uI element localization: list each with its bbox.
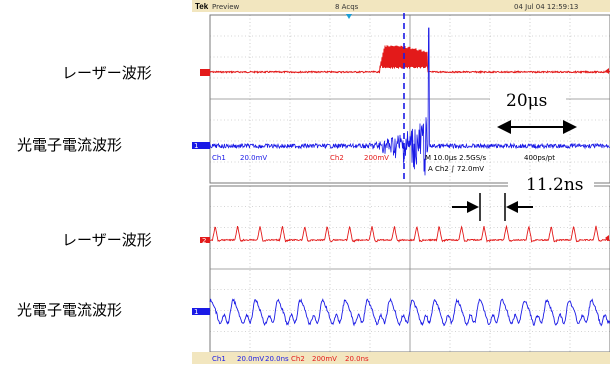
bottom-readout-ch2-time: 20.0ns bbox=[345, 355, 369, 363]
top-readout-record: 400ps/pt bbox=[524, 154, 555, 162]
duration-label-bg bbox=[490, 90, 566, 110]
bottom-ch2-marker-label: 2 bbox=[202, 237, 206, 245]
top-readout-ch1-scale: 20.0mV bbox=[240, 154, 267, 162]
top-right-marker bbox=[605, 68, 609, 74]
label-bottom-laser: レーザー波形 bbox=[62, 231, 152, 249]
period-label: 11.2ns bbox=[526, 175, 584, 195]
bottom-readout-ch2: Ch2 bbox=[291, 355, 305, 363]
top-readout-timebase: M 10.0µs 2.5GS/s bbox=[425, 154, 487, 162]
top-status-bar bbox=[192, 0, 610, 12]
top-ch1-marker-label: 1 bbox=[194, 142, 198, 150]
bottom-laser-trace bbox=[209, 224, 610, 243]
period-arrows bbox=[452, 193, 533, 221]
top-readout-ch1: Ch1 bbox=[212, 154, 226, 162]
bottom-panel: 2 1 Ch1 20.0mV 20.0ns Ch2 200mV 20.0ns bbox=[192, 185, 610, 364]
scope-date: 04 Jul 04 12:59:13 bbox=[514, 3, 578, 11]
bottom-readout-ch2-scale: 200mV bbox=[312, 355, 337, 363]
top-readout-trigger: A Ch2 ∫ 72.0mV bbox=[428, 165, 484, 173]
top-photocurrent-trace bbox=[209, 27, 610, 176]
bottom-photocurrent-trace bbox=[209, 297, 610, 327]
top-laser-trace bbox=[209, 45, 610, 75]
top-readout-ch2-scale: 200mV bbox=[364, 154, 389, 162]
top-ch2-marker bbox=[200, 69, 210, 76]
scope-brand: Tek bbox=[195, 2, 209, 11]
period-label-bg bbox=[508, 174, 594, 194]
scope-acqs: 8 Acqs bbox=[335, 3, 359, 11]
bottom-ch1-marker-label: 1 bbox=[194, 308, 198, 316]
duration-label: 20μs bbox=[506, 91, 547, 111]
label-top-photocurrent: 光電子電流波形 bbox=[17, 136, 122, 154]
bottom-readout-ch1-time: 20.0ns bbox=[265, 355, 289, 363]
scope-mode: Preview bbox=[212, 3, 240, 11]
top-readout-ch2: Ch2 bbox=[330, 154, 344, 162]
top-trigger-marker bbox=[346, 14, 352, 19]
label-bottom-photocurrent: 光電子電流波形 bbox=[17, 301, 122, 319]
bottom-status-bar bbox=[192, 352, 610, 364]
bottom-ch1-marker bbox=[192, 308, 210, 315]
bottom-ch2-marker bbox=[200, 237, 210, 243]
top-ch2-marker-label: 2 bbox=[202, 70, 206, 78]
label-top-laser: レーザー波形 bbox=[62, 64, 152, 82]
duration-arrow bbox=[497, 120, 577, 134]
bottom-readout-ch1: Ch1 bbox=[212, 355, 226, 363]
top-screen-border bbox=[209, 14, 610, 184]
top-ch1-marker bbox=[192, 142, 210, 149]
bottom-readout-ch1-scale: 20.0mV bbox=[237, 355, 264, 363]
bottom-right-marker bbox=[605, 235, 609, 241]
